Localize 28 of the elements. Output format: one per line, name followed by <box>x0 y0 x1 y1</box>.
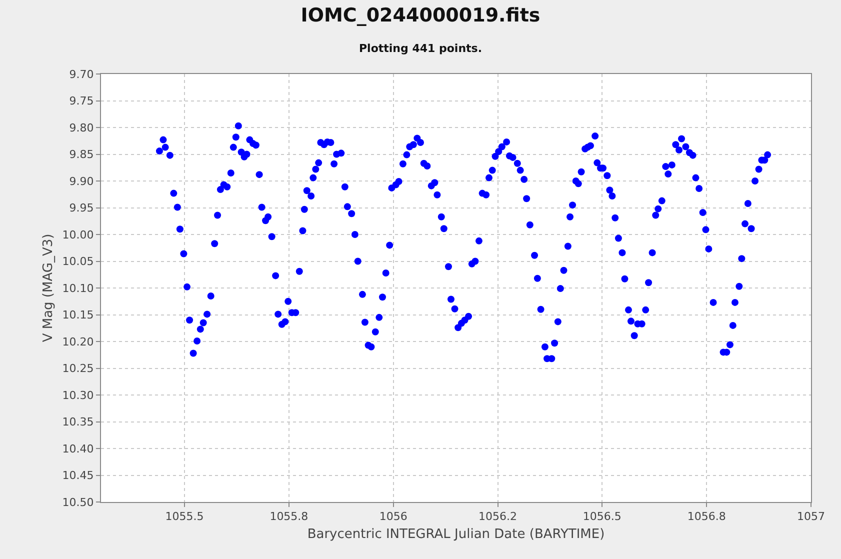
x-tick-label: 1056.5 <box>582 510 622 524</box>
y-tick-label: 9.90 <box>69 174 94 188</box>
y-tick-label: 10.50 <box>62 496 94 509</box>
y-tick-label: 10.00 <box>62 228 94 242</box>
y-tick-label: 10.15 <box>62 308 94 322</box>
y-axis-title: V Mag (MAG_V3) <box>41 234 56 342</box>
x-tick-label: 1057 <box>797 510 825 524</box>
x-tick-label: 1056.8 <box>687 510 726 524</box>
y-tick-label: 9.95 <box>69 202 94 215</box>
y-tick-label: 10.20 <box>62 335 94 348</box>
y-tick-label: 9.70 <box>69 68 94 81</box>
x-tick-label: 1056 <box>379 510 408 524</box>
y-tick-label: 10.40 <box>62 442 94 456</box>
x-tick-label: 1055.8 <box>270 510 308 524</box>
y-tick-label: 10.25 <box>62 362 94 376</box>
y-tick-label: 10.35 <box>62 416 94 429</box>
y-tick-label: 9.85 <box>69 148 94 162</box>
chart-title: IOMC_0244000019.fits <box>300 4 540 27</box>
y-tick-label: 9.80 <box>69 121 94 134</box>
chart-subtitle: Plotting 441 points. <box>358 42 482 55</box>
y-tick-label: 10.45 <box>62 469 94 482</box>
x-tick-label: 1056.2 <box>478 510 518 524</box>
x-tick-label: 1055.5 <box>165 510 204 524</box>
y-tick-label: 9.75 <box>69 94 94 108</box>
y-tick-label: 10.30 <box>62 388 94 402</box>
y-tick-label: 10.05 <box>62 255 94 268</box>
x-axis-title: Barycentric INTEGRAL Julian Date (BARYTIME) <box>307 526 605 542</box>
y-tick-label: 10.10 <box>62 282 94 295</box>
